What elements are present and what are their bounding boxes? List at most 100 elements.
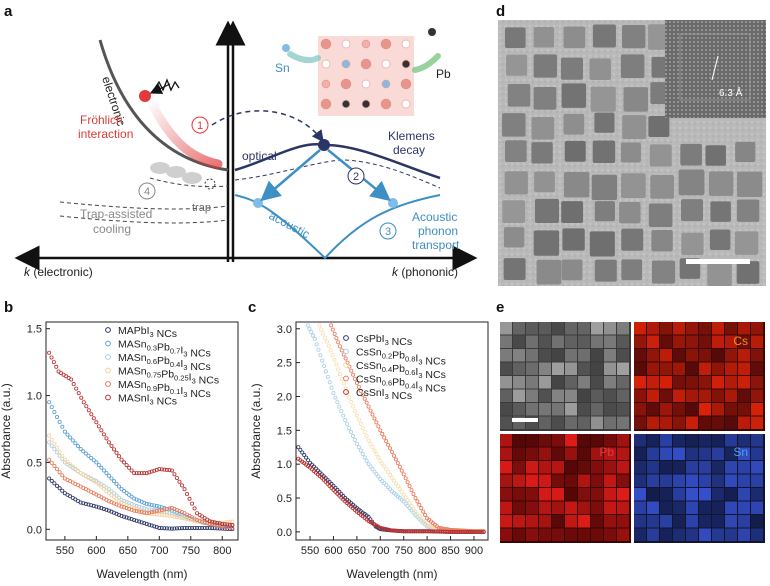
haadf-pixel [539,349,551,362]
haadf-pixel [565,349,577,362]
cs-pixel [686,349,698,362]
chart-c-point [323,369,328,374]
chart-c-point [322,364,327,369]
klemens-label-1: Klemens [388,129,435,143]
sn-pixel [673,447,685,460]
chart-b-point [55,450,60,455]
chart-b-point [159,505,164,510]
trap-label: trap [192,202,211,214]
chart-c-point [347,395,352,400]
tem-nanocube [620,142,641,163]
pb-pixel [500,447,512,460]
cs-pixel [647,322,659,335]
chart-b-point [96,463,101,468]
tem-nanocube [531,142,553,164]
panel-c: c 550 600 650 700 750 800 850 900 0.0 0.5 1.0 1.5 2.… [248,299,489,581]
chart-c-point [366,462,371,467]
chart-b-point [174,514,179,519]
haadf-pixel [526,389,538,402]
chart-c-point [436,527,441,532]
chart-c-point [462,529,467,534]
chart-c-xtick-label: 900 [465,545,483,557]
tem-nanocube [681,232,704,255]
pb-pixel [617,447,629,460]
haadf-pixel [526,349,538,362]
hot-carrier [139,90,151,102]
chart-c-point [412,529,417,534]
sn-pixel [634,528,646,541]
chart-b-point [159,526,164,531]
chart-b-point [149,502,154,507]
sn-pixel [725,528,737,541]
haadf-pixel [604,376,616,389]
chart-b-point [207,520,212,525]
chart-c-legend-marker [343,362,349,368]
step-2-number: 2 [353,171,359,183]
pb-pixel [526,461,538,474]
chart-b-point [109,489,114,494]
tem-nanocube [502,113,526,137]
sn-pixel [699,461,711,474]
acoustic-phonon-dot-right [388,198,398,208]
chart-c-point [409,503,414,508]
pb-pixel [552,501,564,514]
chart-c-point [429,524,434,529]
haadf-pixel [539,389,551,402]
step-4-number: 4 [144,186,150,198]
chart-c-point [405,480,410,485]
sn-pixel [660,515,672,528]
chart-c-point [384,439,389,444]
chart-b-point [119,457,124,462]
sn-pixel [712,447,724,460]
chart-b-point [157,504,162,509]
acoustic-phonon-dot-left [253,198,263,208]
tem-nanocube [503,258,526,281]
tem-nanocube [620,173,646,198]
chart-c-point [411,510,416,515]
haadf-pixel [578,416,590,429]
sn-pixel [699,474,711,487]
tem-nanocube [531,116,555,140]
chart-b-point [179,526,184,531]
chart-c-point [343,418,348,423]
chart-c-point [415,511,420,516]
chart-c-point [391,478,396,483]
pb-pixel [578,474,590,487]
pb-pixel [565,461,577,474]
pb-pixel [617,434,629,447]
haadf-pixel [604,403,616,416]
sn-pixel [738,461,750,474]
chart-c-point [395,484,400,489]
pb-pixel [500,434,512,447]
chart-c-point [339,348,344,353]
chart-b-point [47,433,52,438]
pb-pixel [617,528,629,541]
chart-c-point [378,527,383,532]
haadf-pixel [578,389,590,402]
chart-b-point [132,471,137,476]
chart-b-point [47,457,52,462]
crystal-metal-site [342,100,350,108]
pb-pixel [552,515,564,528]
chart-b-point [195,525,200,530]
chart-b-point [104,471,109,476]
chart-c-point [341,413,346,418]
chart-c-point [470,529,475,534]
chart-b-point [152,512,157,517]
chart-c-legend-marker [343,348,349,355]
chart-b-point [49,437,54,442]
chart-b-xtick-label: 550 [56,545,74,557]
chart-c-point [423,512,428,517]
chart-b-legend-entry: MASn0.9Pb0.1I3 NCs [118,379,211,400]
pb-pixel [565,501,577,514]
chart-b-point [137,509,142,514]
chart-c-point [408,529,413,534]
pb-pixel [500,515,512,528]
chart-c-point [328,348,333,353]
haadf-pixel [565,335,577,348]
chart-c-point [331,487,336,492]
chart-c-ytick-label: 3.0 [277,324,292,336]
chart-c-point [356,384,361,389]
pb-pixel [513,474,525,487]
chart-b-point [117,498,122,503]
